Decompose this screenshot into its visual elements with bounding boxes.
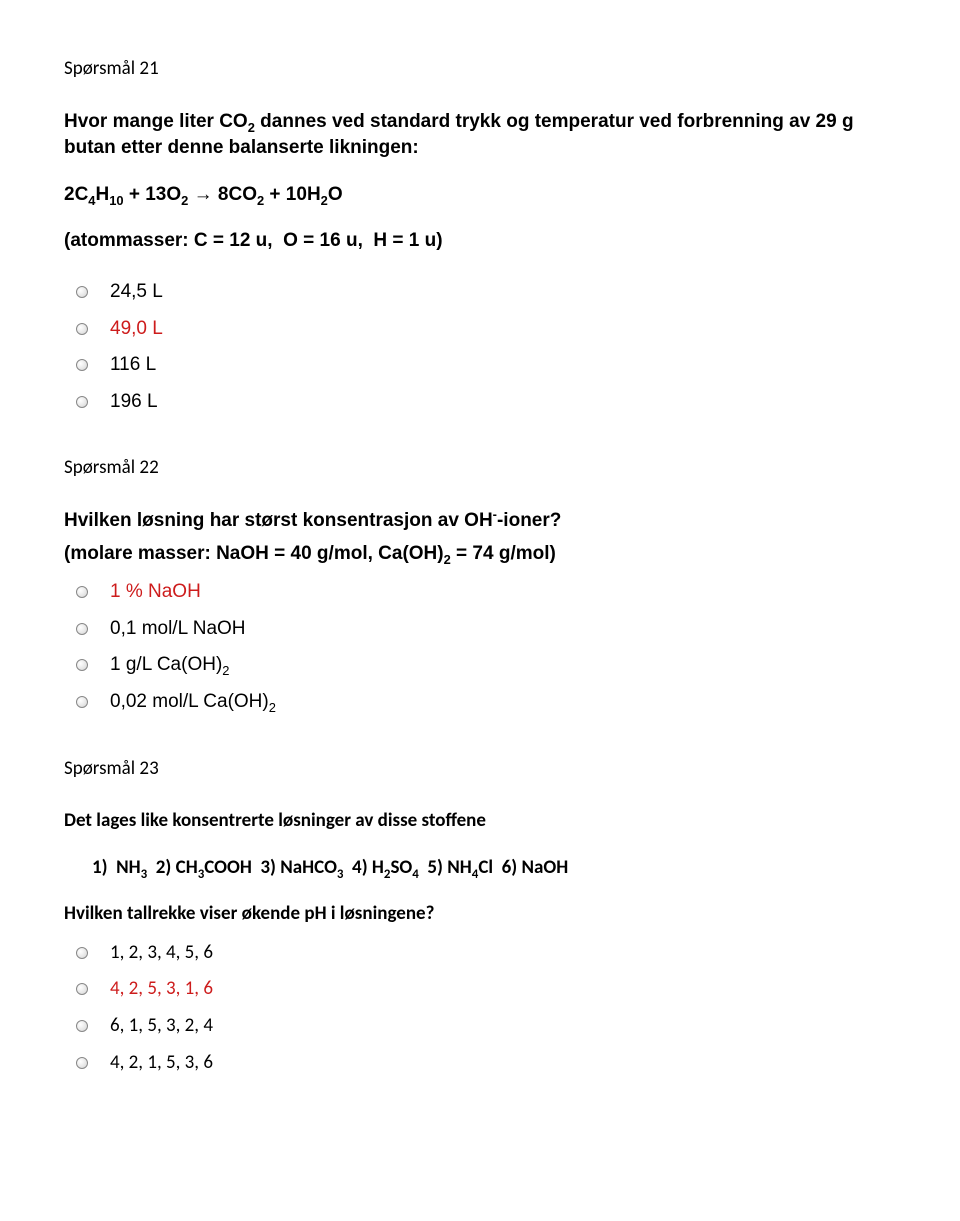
- radio-icon[interactable]: [76, 396, 88, 408]
- question-heading: Spørsmål 21: [64, 56, 896, 83]
- options-list: 24,5 L 49,0 L 116 L 196 L: [76, 279, 896, 415]
- option-label: 4, 2, 5, 3, 1, 6: [110, 976, 213, 1003]
- question-atommass: (atommasser: C = 12 u, O = 16 u, H = 1 u…: [64, 228, 896, 255]
- question-text-2: Hvilken tallrekke viser økende pH i løsn…: [64, 901, 896, 928]
- option-row[interactable]: 49,0 L: [76, 316, 896, 343]
- options-list: 1 % NaOH 0,1 mol/L NaOH 1 g/L Ca(OH)2 0,…: [76, 579, 896, 715]
- option-label: 1 % NaOH: [110, 579, 201, 606]
- option-label: 49,0 L: [110, 316, 163, 343]
- option-row[interactable]: 4, 2, 1, 5, 3, 6: [76, 1050, 896, 1077]
- option-label: 116 L: [110, 352, 156, 379]
- option-label: 24,5 L: [110, 279, 163, 306]
- radio-icon[interactable]: [76, 586, 88, 598]
- radio-icon[interactable]: [76, 286, 88, 298]
- radio-icon[interactable]: [76, 1057, 88, 1069]
- question-subtext: (molare masser: NaOH = 40 g/mol, Ca(OH)2…: [64, 541, 896, 568]
- question-23: Spørsmål 23 Det lages like konsentrerte …: [64, 756, 896, 1077]
- radio-icon[interactable]: [76, 983, 88, 995]
- question-text: Hvilken løsning har størst konsentrasjon…: [64, 508, 896, 535]
- option-label: 196 L: [110, 389, 158, 416]
- radio-icon[interactable]: [76, 623, 88, 635]
- question-compound-list: 1) NH3 2) CH3COOH 3) NaHCO3 4) H2SO4 5) …: [92, 855, 896, 882]
- option-row[interactable]: 196 L: [76, 389, 896, 416]
- radio-icon[interactable]: [76, 359, 88, 371]
- radio-icon[interactable]: [76, 947, 88, 959]
- question-equation: 2C4H10 + 13O2 → 8CO2 + 10H2O: [64, 182, 896, 209]
- option-row[interactable]: 6, 1, 5, 3, 2, 4: [76, 1013, 896, 1040]
- question-heading: Spørsmål 23: [64, 756, 896, 783]
- question-21: Spørsmål 21 Hvor mange liter CO2 dannes …: [64, 56, 896, 415]
- radio-icon[interactable]: [76, 323, 88, 335]
- option-label: 0,1 mol/L NaOH: [110, 616, 246, 643]
- option-row[interactable]: 1 % NaOH: [76, 579, 896, 606]
- radio-icon[interactable]: [76, 659, 88, 671]
- option-row[interactable]: 116 L: [76, 352, 896, 379]
- question-22: Spørsmål 22 Hvilken løsning har størst k…: [64, 455, 896, 715]
- option-label: 0,02 mol/L Ca(OH)2: [110, 689, 276, 716]
- option-row[interactable]: 0,1 mol/L NaOH: [76, 616, 896, 643]
- option-row[interactable]: 24,5 L: [76, 279, 896, 306]
- question-text: Det lages like konsentrerte løsninger av…: [64, 808, 896, 835]
- option-row[interactable]: 4, 2, 5, 3, 1, 6: [76, 976, 896, 1003]
- options-list: 1, 2, 3, 4, 5, 6 4, 2, 5, 3, 1, 6 6, 1, …: [76, 940, 896, 1076]
- option-label: 6, 1, 5, 3, 2, 4: [110, 1013, 213, 1040]
- option-row[interactable]: 1, 2, 3, 4, 5, 6: [76, 940, 896, 967]
- radio-icon[interactable]: [76, 1020, 88, 1032]
- option-label: 1 g/L Ca(OH)2: [110, 652, 229, 679]
- option-row[interactable]: 1 g/L Ca(OH)2: [76, 652, 896, 679]
- option-label: 1, 2, 3, 4, 5, 6: [110, 940, 213, 967]
- option-row[interactable]: 0,02 mol/L Ca(OH)2: [76, 689, 896, 716]
- radio-icon[interactable]: [76, 696, 88, 708]
- question-heading: Spørsmål 22: [64, 455, 896, 482]
- question-text: Hvor mange liter CO2 dannes ved standard…: [64, 109, 896, 162]
- option-label: 4, 2, 1, 5, 3, 6: [110, 1050, 213, 1077]
